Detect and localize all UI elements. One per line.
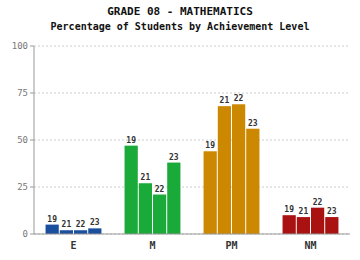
y-tick [30, 234, 34, 235]
bar [74, 230, 87, 234]
x-tick-label: NM [304, 240, 316, 251]
y-axis: 0 25 50 75 100 [12, 41, 350, 239]
bar-annotation: 22 [234, 94, 244, 103]
bar-annotation: 19 [284, 205, 294, 214]
y-tick [30, 140, 34, 141]
bar [46, 225, 59, 234]
page: {"chart_data": {"type": "bar", "title": … [0, 0, 360, 260]
y-axis-line [34, 46, 35, 234]
bar [167, 163, 180, 234]
grid-line [34, 46, 350, 47]
bar [204, 151, 217, 234]
y-tick [30, 46, 34, 47]
bar [232, 104, 245, 234]
bar [153, 195, 166, 234]
grid-line [34, 234, 350, 235]
bar [311, 208, 324, 234]
bar-annotation: 19 [126, 136, 136, 145]
grid-line [34, 140, 350, 141]
bar-annotation: 22 [155, 185, 165, 194]
y-tick-label: 100 [12, 41, 28, 51]
bar [218, 106, 231, 234]
bars [46, 104, 339, 234]
bar [88, 228, 101, 234]
bar-annotation: 21 [62, 220, 72, 229]
bar-annotation: 23 [169, 153, 179, 162]
x-axis: E M PM NM [34, 46, 350, 251]
y-tick-label: 50 [17, 135, 28, 145]
bar-annotation: 22 [76, 220, 86, 229]
y-tick-label: 75 [17, 88, 28, 98]
bar-annotation: 21 [299, 207, 309, 216]
bar [297, 217, 310, 234]
chart-svg: GRADE 08 - MATHEMATICS Percentage of Stud… [0, 0, 360, 260]
bar-annotation: 19 [205, 141, 215, 150]
bar-annotation: 22 [313, 198, 323, 207]
bar [325, 217, 338, 234]
subtitle: Percentage of Students by Achievement Le… [51, 21, 310, 32]
x-tick-label: PM [225, 240, 237, 251]
x-tick-label: M [149, 240, 155, 251]
y-tick [30, 187, 34, 188]
bar-annotation: 23 [248, 119, 258, 128]
bar [246, 129, 259, 234]
bar-annotations: 19 19 19 19 21 21 21 21 22 22 22 22 23 23 23 23 [47, 94, 336, 229]
grid-line [34, 93, 350, 94]
x-axis-line [34, 234, 350, 235]
bar [139, 183, 152, 234]
y-tick-label: 0 [23, 229, 28, 239]
bar-annotation: 21 [220, 96, 230, 105]
bar-annotation: 23 [90, 218, 100, 227]
bar [283, 215, 296, 234]
bar-annotation: 19 [47, 215, 57, 224]
title: GRADE 08 - MATHEMATICS [107, 5, 253, 18]
bar [60, 230, 73, 234]
x-tick-label: E [70, 240, 76, 251]
bar-annotation: 21 [141, 173, 151, 182]
bar-annotation: 23 [327, 207, 337, 216]
y-tick [30, 93, 34, 94]
grid-line [34, 187, 350, 188]
y-tick-label: 25 [17, 182, 28, 192]
bar [125, 146, 138, 234]
chart-container: GRADE 08 - MATHEMATICS Percentage of Stud… [0, 0, 360, 260]
